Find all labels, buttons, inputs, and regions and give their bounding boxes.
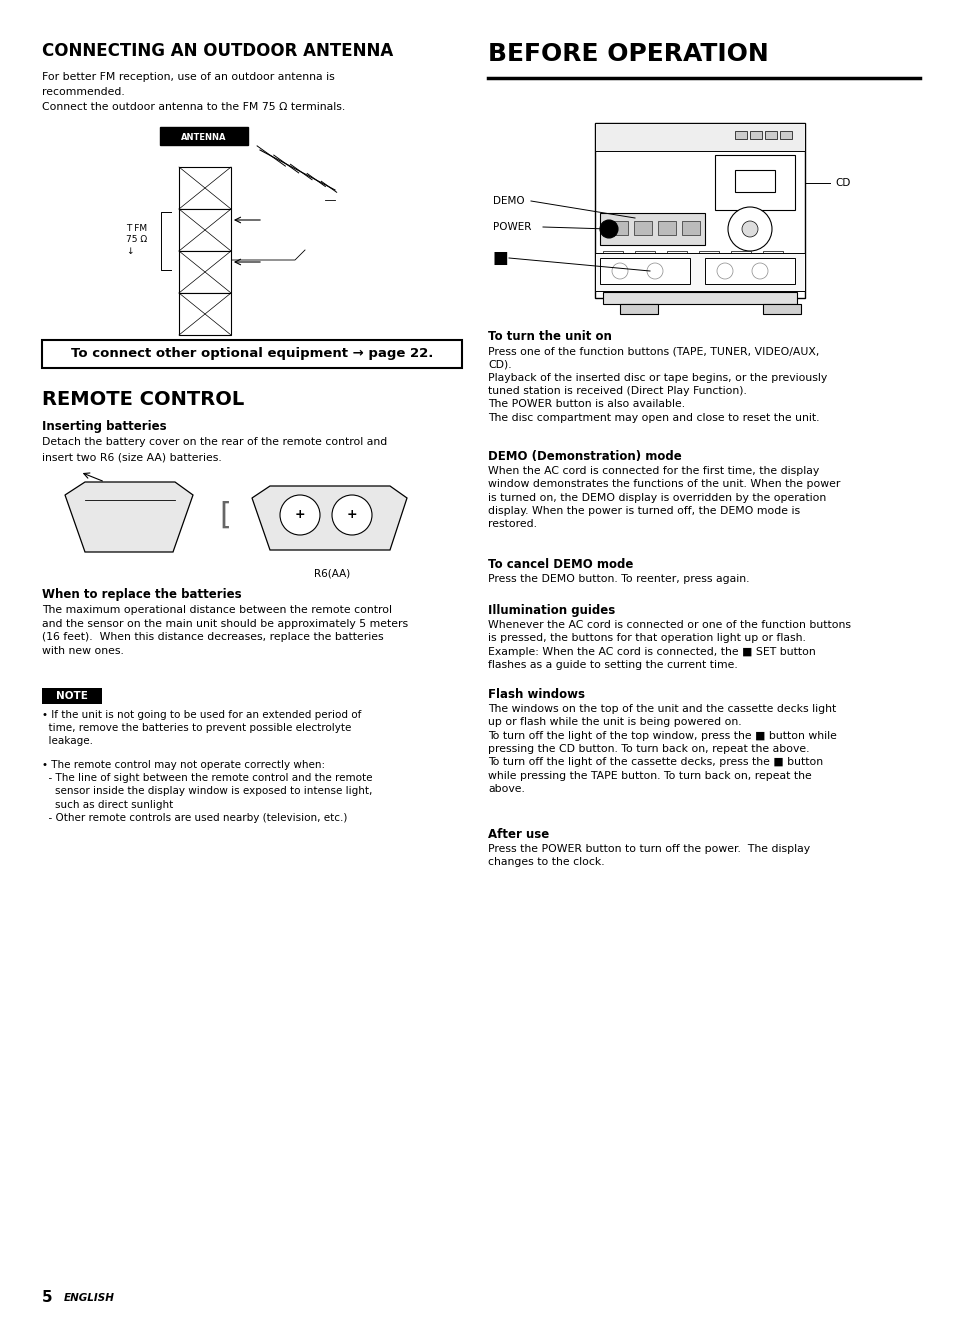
Bar: [658, 221, 676, 234]
Text: ENGLISH: ENGLISH: [64, 1293, 114, 1303]
Bar: [160, 127, 248, 145]
Text: When the AC cord is connected for the first time, the display
window demonstrate: When the AC cord is connected for the fi…: [488, 466, 840, 529]
Text: Inserting batteries: Inserting batteries: [42, 420, 167, 433]
Circle shape: [646, 262, 662, 278]
Bar: [179, 209, 231, 250]
Text: The windows on the top of the unit and the cassette decks light
up or flash whil: The windows on the top of the unit and t…: [488, 705, 836, 794]
Text: • The remote control may not operate correctly when:
  - The line of sight betwe: • The remote control may not operate cor…: [42, 761, 372, 823]
Text: DEMO: DEMO: [493, 196, 524, 206]
Text: REMOTE CONTROL: REMOTE CONTROL: [42, 390, 244, 409]
Text: When to replace the batteries: When to replace the batteries: [42, 587, 241, 601]
Text: Flash windows: Flash windows: [488, 689, 584, 701]
Bar: [749, 131, 761, 139]
Text: To connect other optional equipment → page 22.: To connect other optional equipment → pa…: [71, 348, 433, 361]
Bar: [602, 250, 622, 262]
Circle shape: [280, 496, 319, 535]
Text: BEFORE OPERATION: BEFORE OPERATION: [488, 43, 768, 67]
Text: To cancel DEMO mode: To cancel DEMO mode: [488, 558, 633, 571]
Bar: [635, 250, 655, 262]
Bar: [42, 689, 102, 705]
Text: Whenever the AC cord is connected or one of the function buttons
is pressed, the: Whenever the AC cord is connected or one…: [488, 619, 850, 670]
Text: CONNECTING AN OUTDOOR ANTENNA: CONNECTING AN OUTDOOR ANTENNA: [42, 43, 393, 60]
Text: Illumination guides: Illumination guides: [488, 603, 615, 617]
Text: After use: After use: [488, 829, 549, 840]
Bar: [609, 221, 627, 234]
Text: CD: CD: [834, 178, 849, 188]
Bar: [666, 250, 686, 262]
Text: To turn the unit on: To turn the unit on: [488, 330, 611, 344]
Text: For better FM reception, use of an outdoor antenna is: For better FM reception, use of an outdo…: [42, 72, 335, 83]
Text: recommended.: recommended.: [42, 87, 125, 97]
Bar: [179, 293, 231, 336]
Text: Detach the battery cover on the rear of the remote control and: Detach the battery cover on the rear of …: [42, 437, 387, 448]
Bar: [730, 250, 750, 262]
Bar: [764, 131, 776, 139]
Bar: [714, 155, 794, 210]
Text: ■: ■: [493, 249, 508, 266]
Circle shape: [741, 221, 758, 237]
Text: • If the unit is not going to be used for an extended period of
  time, remove t: • If the unit is not going to be used fo…: [42, 710, 361, 746]
Bar: [634, 221, 651, 234]
Text: insert two R6 (size AA) batteries.: insert two R6 (size AA) batteries.: [42, 452, 221, 462]
Bar: [619, 304, 658, 314]
Text: ANTENNA: ANTENNA: [181, 132, 227, 141]
Bar: [595, 123, 804, 151]
Polygon shape: [65, 482, 193, 551]
Bar: [681, 221, 700, 234]
Bar: [734, 131, 746, 139]
Circle shape: [599, 220, 618, 238]
Circle shape: [727, 206, 771, 250]
Text: Connect the outdoor antenna to the FM 75 Ω terminals.: Connect the outdoor antenna to the FM 75…: [42, 103, 345, 112]
Text: T FM
75 Ω
↓: T FM 75 Ω ↓: [126, 224, 147, 256]
Text: Press the DEMO button. To reenter, press again.: Press the DEMO button. To reenter, press…: [488, 574, 749, 583]
Text: +: +: [346, 509, 357, 522]
Text: DEMO (Demonstration) mode: DEMO (Demonstration) mode: [488, 450, 681, 464]
Bar: [179, 166, 231, 209]
Circle shape: [612, 262, 627, 278]
Bar: [762, 304, 801, 314]
Bar: [780, 131, 791, 139]
Bar: [595, 123, 804, 298]
Bar: [42, 340, 461, 368]
Bar: [599, 258, 689, 284]
Text: Press the POWER button to turn off the power.  The display
changes to the clock.: Press the POWER button to turn off the p…: [488, 844, 809, 867]
Circle shape: [751, 262, 767, 278]
Polygon shape: [252, 486, 407, 550]
Text: NOTE: NOTE: [56, 691, 88, 701]
Bar: [699, 250, 719, 262]
Circle shape: [717, 262, 732, 278]
Text: R6(AA): R6(AA): [314, 567, 350, 578]
Circle shape: [332, 496, 372, 535]
Text: The maximum operational distance between the remote control
and the sensor on th: The maximum operational distance between…: [42, 605, 408, 655]
Text: +: +: [294, 509, 305, 522]
Bar: [602, 292, 796, 304]
Bar: [734, 170, 774, 192]
Bar: [179, 250, 231, 293]
Text: POWER: POWER: [493, 222, 531, 232]
Bar: [704, 258, 794, 284]
Text: 5: 5: [42, 1289, 52, 1305]
Bar: [595, 253, 804, 290]
Text: Press one of the function buttons (TAPE, TUNER, VIDEO/AUX,
CD).
Playback of the : Press one of the function buttons (TAPE,…: [488, 346, 826, 422]
Text: [: [: [219, 501, 231, 530]
Bar: [599, 213, 704, 245]
Bar: [762, 250, 782, 262]
